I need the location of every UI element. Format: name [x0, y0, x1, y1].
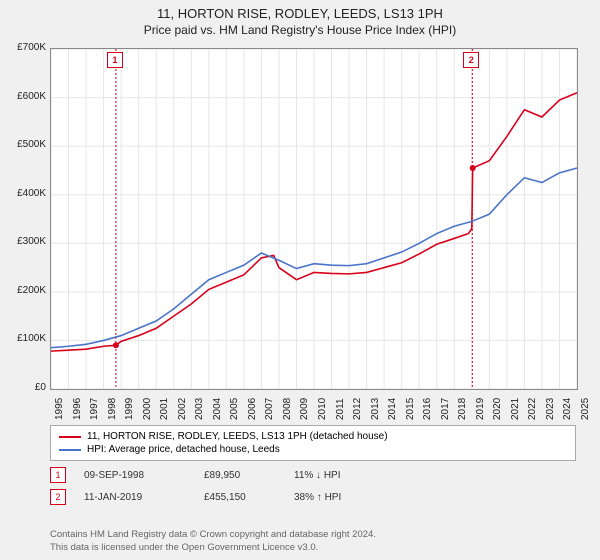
x-tick-label: 2015 [405, 398, 416, 420]
sale-row-2: 211-JAN-2019£455,15038% ↑ HPI [50, 489, 576, 505]
x-tick-label: 2022 [527, 398, 538, 420]
chart-title: 11, HORTON RISE, RODLEY, LEEDS, LS13 1PH [0, 0, 600, 21]
sale-marker-2: 2 [463, 52, 479, 68]
y-tick-label: £500K [0, 139, 46, 150]
y-tick-label: £700K [0, 42, 46, 53]
x-tick-label: 2004 [212, 398, 223, 420]
x-tick-label: 2025 [580, 398, 591, 420]
y-tick-label: £600K [0, 91, 46, 102]
x-tick-label: 1996 [72, 398, 83, 420]
credit-text: Contains HM Land Registry data © Crown c… [50, 529, 576, 554]
x-tick-label: 2007 [264, 398, 275, 420]
sale-row-1: 109-SEP-1998£89,95011% ↓ HPI [50, 467, 576, 483]
sale-marker-1: 1 [107, 52, 123, 68]
x-tick-label: 1995 [54, 398, 65, 420]
y-tick-label: £400K [0, 188, 46, 199]
x-tick-label: 2020 [492, 398, 503, 420]
x-tick-label: 2017 [440, 398, 451, 420]
x-tick-label: 2003 [194, 398, 205, 420]
x-tick-label: 2018 [457, 398, 468, 420]
legend-item: HPI: Average price, detached house, Leed… [59, 443, 567, 456]
x-tick-label: 2008 [282, 398, 293, 420]
y-tick-label: £100K [0, 333, 46, 344]
y-tick-label: £300K [0, 236, 46, 247]
y-tick-label: £0 [0, 382, 46, 393]
x-tick-label: 1997 [89, 398, 100, 420]
x-tick-label: 2013 [370, 398, 381, 420]
x-tick-label: 2019 [475, 398, 486, 420]
x-tick-label: 2012 [352, 398, 363, 420]
x-tick-label: 2014 [387, 398, 398, 420]
x-tick-label: 2021 [510, 398, 521, 420]
x-tick-label: 2009 [299, 398, 310, 420]
chart-subtitle: Price paid vs. HM Land Registry's House … [0, 21, 600, 37]
y-tick-label: £200K [0, 285, 46, 296]
x-tick-label: 2024 [562, 398, 573, 420]
x-tick-label: 2005 [229, 398, 240, 420]
x-tick-label: 2000 [142, 398, 153, 420]
legend-item: 11, HORTON RISE, RODLEY, LEEDS, LS13 1PH… [59, 430, 567, 443]
x-tick-label: 2002 [177, 398, 188, 420]
x-tick-label: 1998 [107, 398, 118, 420]
x-tick-label: 2006 [247, 398, 258, 420]
x-tick-label: 2023 [545, 398, 556, 420]
x-tick-label: 2016 [422, 398, 433, 420]
plot-area [50, 48, 578, 390]
x-tick-label: 1999 [124, 398, 135, 420]
x-tick-label: 2010 [317, 398, 328, 420]
x-tick-label: 2001 [159, 398, 170, 420]
x-tick-label: 2011 [335, 398, 346, 420]
legend: 11, HORTON RISE, RODLEY, LEEDS, LS13 1PH… [50, 425, 576, 505]
